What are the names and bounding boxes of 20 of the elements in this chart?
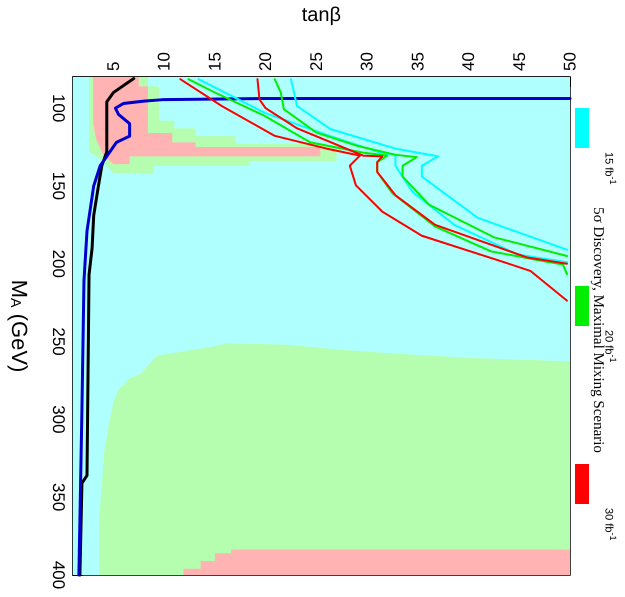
x-tick-label: 30 (358, 52, 377, 71)
x-tick-label: 15 (205, 52, 224, 71)
x-tick-label: 10 (154, 52, 174, 71)
y-tick-label: 200 (48, 250, 68, 278)
x-tick-label: 50 (560, 52, 580, 71)
y-tick-label: 350 (48, 483, 68, 512)
x-tick-label: 45 (510, 52, 529, 71)
x-tick-label: 5 (104, 62, 123, 71)
x-axis-title: tanβ (302, 4, 342, 26)
y-tick-label: 250 (48, 327, 68, 356)
x-tick-label: 35 (408, 52, 428, 71)
y-tick-label: 100 (48, 94, 68, 122)
y-axis-title: MA (GeV) (6, 280, 32, 372)
x-tick-label: 20 (256, 52, 276, 71)
legend-title: 5σ Discovery, Maximal Mixing Scenario (590, 207, 606, 453)
y-tick-label: 150 (48, 172, 68, 200)
x-tick-label: 40 (459, 52, 478, 71)
x-tick-label: 25 (306, 52, 326, 71)
y-tick-label: 300 (48, 405, 68, 434)
y-tick-label: 400 (48, 560, 68, 590)
